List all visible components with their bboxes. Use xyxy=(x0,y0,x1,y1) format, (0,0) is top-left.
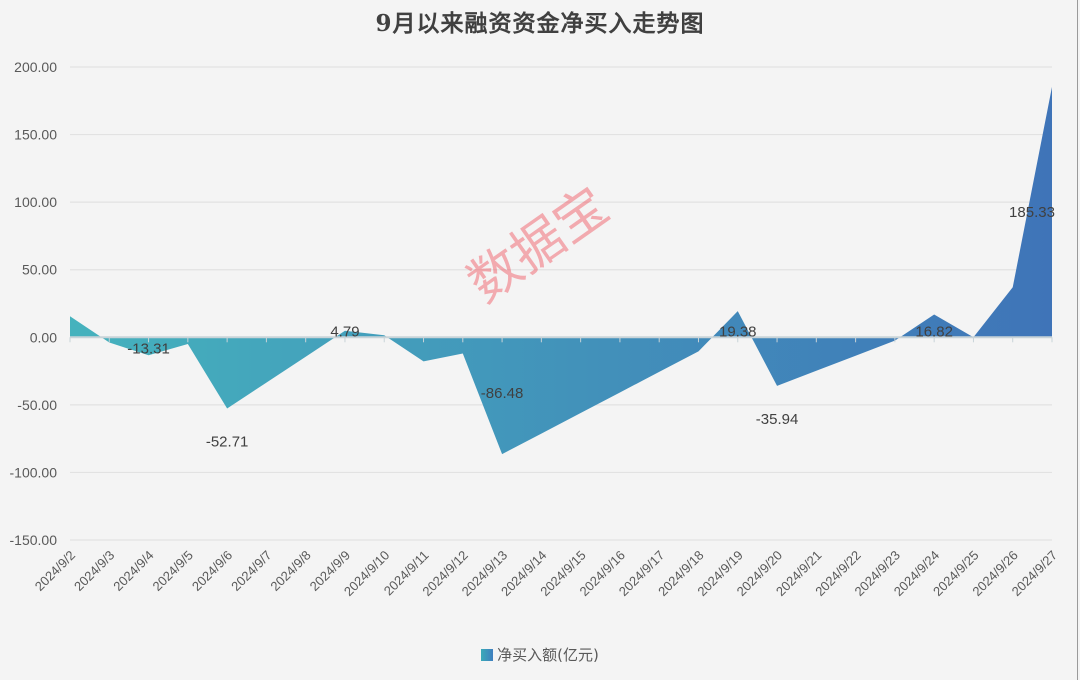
x-tick-label: 2024/9/2 xyxy=(32,548,78,594)
y-tick-label: -50.00 xyxy=(17,397,57,413)
data-label: 4.79 xyxy=(330,323,359,340)
y-tick-label: 0.00 xyxy=(30,329,57,345)
chart-title: 9月以来融资资金净买入走势图 xyxy=(375,10,705,37)
y-tick-label: -100.00 xyxy=(10,464,58,480)
x-tick-label: 2024/9/8 xyxy=(267,548,313,594)
gridlines xyxy=(70,66,1052,541)
x-axis-line xyxy=(69,336,1053,343)
x-tick-label: 2024/9/6 xyxy=(189,548,235,594)
x-tick-label: 2024/9/4 xyxy=(110,548,156,594)
area-series xyxy=(70,86,1052,455)
data-label: -13.31 xyxy=(127,340,170,357)
y-axis: 200.00 150.00 100.00 50.00 0.00 -50.00 -100.00… xyxy=(10,59,58,548)
y-tick-label: 50.00 xyxy=(22,262,57,278)
data-label: 185.33 xyxy=(1009,204,1055,221)
x-tick-label: 2024/9/7 xyxy=(228,548,274,594)
data-label: 16.82 xyxy=(915,323,953,340)
x-tick-label: 2024/9/5 xyxy=(150,548,196,594)
y-tick-label: 200.00 xyxy=(14,59,57,75)
legend: 净买入额(亿元) xyxy=(0,644,1080,665)
data-label: -86.48 xyxy=(481,385,524,402)
y-tick-label: -150.00 xyxy=(10,532,58,548)
x-axis: 2024/9/22024/9/32024/9/42024/9/52024/9/6… xyxy=(32,548,1060,600)
legend-swatch-icon xyxy=(481,648,494,661)
data-label: -52.71 xyxy=(206,434,249,451)
y-tick-label: 150.00 xyxy=(14,127,57,143)
y-tick-label: 100.00 xyxy=(14,194,57,210)
data-label: -35.94 xyxy=(756,411,799,428)
x-tick-label: 2024/9/3 xyxy=(71,548,117,594)
data-label: 19.38 xyxy=(719,323,757,340)
data-labels: -13.31 -52.71 4.79 -86.48 19.38 -35.94 16.82 18… xyxy=(127,204,1055,451)
legend-label: 净买入额(亿元) xyxy=(497,646,599,664)
frame-border xyxy=(1077,0,1078,680)
